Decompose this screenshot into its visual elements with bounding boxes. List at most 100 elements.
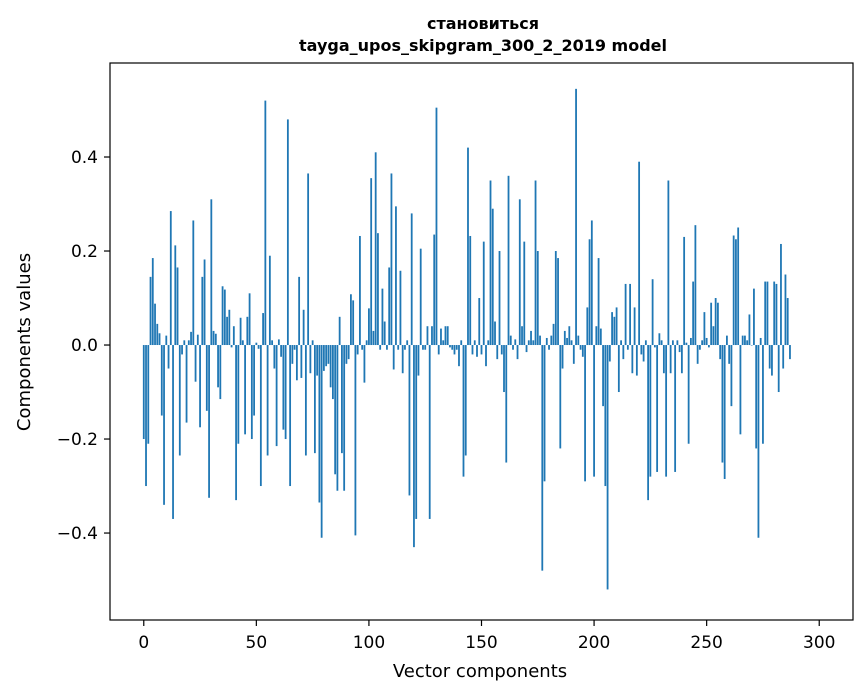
bar-32 — [214, 333, 217, 346]
bar-133 — [442, 340, 445, 346]
bar-82 — [327, 345, 330, 364]
bar-154 — [489, 180, 492, 346]
bar-155 — [491, 208, 494, 346]
bar-175 — [536, 251, 539, 346]
bar-261 — [730, 345, 733, 407]
bar-161 — [505, 345, 508, 463]
bar-234 — [669, 345, 672, 374]
bar-214 — [624, 283, 627, 346]
bar-284 — [782, 345, 785, 369]
bar-183 — [554, 251, 557, 346]
bar-90 — [345, 345, 348, 364]
bar-116 — [404, 345, 406, 350]
bar-28 — [205, 345, 208, 411]
bar-120 — [413, 345, 415, 548]
chart-subtitle: tayga_upos_skipgram_300_2_2019 model — [299, 36, 667, 55]
bar-36 — [223, 289, 226, 346]
bar-119 — [410, 213, 413, 346]
bar-208 — [611, 312, 613, 346]
bar-287 — [789, 345, 791, 360]
bar-212 — [620, 340, 622, 346]
bar-117 — [406, 340, 409, 346]
bar-134 — [444, 326, 447, 346]
bar-76 — [313, 345, 316, 454]
bar-227 — [653, 345, 656, 348]
bar-167 — [518, 199, 521, 346]
bar-9 — [163, 345, 165, 505]
bar-163 — [509, 335, 512, 346]
bar-157 — [496, 345, 499, 360]
bar-215 — [626, 345, 629, 350]
bar-259 — [726, 335, 728, 346]
bar-121 — [415, 345, 418, 519]
bar-124 — [422, 345, 424, 350]
bar-168 — [521, 326, 523, 346]
bar-282 — [777, 345, 780, 393]
bar-128 — [431, 326, 433, 346]
bar-7 — [158, 333, 161, 346]
bar-42 — [237, 345, 240, 444]
bar-274 — [759, 337, 762, 346]
bar-126 — [426, 326, 429, 346]
bar-2 — [147, 345, 150, 444]
bar-177 — [541, 345, 544, 571]
bar-169 — [523, 241, 526, 346]
bar-233 — [667, 180, 670, 346]
bar-147 — [473, 340, 476, 346]
bar-170 — [525, 345, 528, 353]
bar-281 — [775, 283, 778, 346]
bar-111 — [392, 345, 395, 370]
bar-279 — [771, 345, 773, 376]
bar-149 — [478, 298, 481, 346]
bar-55 — [266, 345, 269, 456]
bar-172 — [530, 330, 532, 346]
bar-110 — [390, 173, 393, 346]
bars-group — [142, 88, 791, 590]
bar-262 — [732, 235, 735, 346]
bar-270 — [750, 345, 753, 346]
bar-11 — [167, 345, 170, 369]
bar-213 — [622, 345, 625, 360]
bar-200 — [593, 345, 595, 477]
bar-221 — [640, 345, 643, 355]
bar-245 — [694, 225, 697, 346]
bar-248 — [701, 340, 704, 346]
bar-106 — [381, 288, 384, 346]
bar-122 — [417, 345, 420, 376]
bar-207 — [608, 345, 611, 362]
bar-46 — [246, 316, 249, 346]
bar-162 — [507, 175, 510, 346]
bar-165 — [514, 339, 517, 346]
bar-54 — [264, 100, 267, 346]
bar-52 — [259, 345, 262, 487]
bar-71 — [302, 309, 305, 346]
bar-39 — [230, 345, 233, 348]
bar-205 — [604, 345, 607, 487]
bar-88 — [341, 345, 343, 454]
bar-241 — [685, 342, 688, 346]
bar-158 — [498, 251, 501, 346]
bar-145 — [469, 235, 472, 346]
bar-192 — [575, 88, 577, 346]
bar-58 — [273, 345, 276, 369]
bar-253 — [712, 326, 715, 346]
bar-194 — [579, 345, 582, 350]
bar-202 — [597, 258, 600, 346]
bar-99 — [365, 340, 368, 346]
bar-131 — [437, 345, 440, 355]
bar-226 — [651, 279, 654, 346]
bar-101 — [370, 178, 373, 346]
bar-193 — [577, 335, 580, 346]
bar-146 — [471, 345, 474, 355]
bar-95 — [356, 345, 359, 355]
bar-271 — [753, 288, 755, 346]
bar-206 — [606, 345, 609, 590]
bar-223 — [644, 340, 647, 346]
bar-67 — [293, 345, 296, 350]
y-tick-label: 0.0 — [71, 336, 98, 356]
bar-104 — [377, 233, 379, 346]
bar-135 — [446, 326, 449, 346]
bar-129 — [433, 234, 436, 346]
bar-254 — [714, 298, 717, 346]
